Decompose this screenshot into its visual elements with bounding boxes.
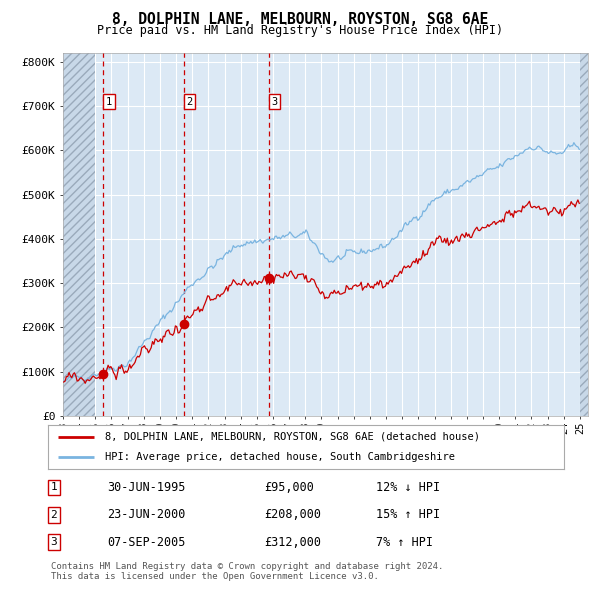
HPI: Average price, detached house, South Cambridgeshire: (1.99e+03, 7.84e+04): Average price, detached house, South Cam… xyxy=(60,378,67,385)
8, DOLPHIN LANE, MELBOURN, ROYSTON, SG8 6AE (detached house) xyxy=(574,196,581,204)
8, DOLPHIN LANE, MELBOURN, ROYSTON, SG8 6AE (detached house) xyxy=(82,380,89,387)
8, DOLPHIN LANE, MELBOURN, ROYSTON, SG8 6AE (detached house) xyxy=(77,374,85,381)
Text: 12% ↓ HPI: 12% ↓ HPI xyxy=(376,481,440,494)
HPI: Average price, detached house, South Cambridgeshire: (2.02e+03, 5.81e+05): Average price, detached house, South Cam… xyxy=(505,155,512,162)
Text: £95,000: £95,000 xyxy=(265,481,314,494)
HPI: Average price, detached house, South Cambridgeshire: (1.99e+03, 8.86e+04): Average price, detached house, South Cam… xyxy=(77,373,85,381)
Text: 30-JUN-1995: 30-JUN-1995 xyxy=(107,481,186,494)
HPI: Average price, detached house, South Cambridgeshire: (2.02e+03, 6.18e+05): Average price, detached house, South Cam… xyxy=(570,139,577,146)
Text: 15% ↑ HPI: 15% ↑ HPI xyxy=(376,508,440,522)
Text: 23-JUN-2000: 23-JUN-2000 xyxy=(107,508,186,522)
Text: 1: 1 xyxy=(50,483,58,493)
Text: 3: 3 xyxy=(271,97,278,107)
HPI: Average price, detached house, South Cambridgeshire: (2.02e+03, 6.09e+05): Average price, detached house, South Cam… xyxy=(573,143,580,150)
Text: Contains HM Land Registry data © Crown copyright and database right 2024.
This d: Contains HM Land Registry data © Crown c… xyxy=(51,562,443,581)
8, DOLPHIN LANE, MELBOURN, ROYSTON, SG8 6AE (detached house) xyxy=(95,373,102,381)
Text: 07-SEP-2005: 07-SEP-2005 xyxy=(107,536,186,549)
HPI: Average price, detached house, South Cambridgeshire: (2.02e+03, 4.84e+05): Average price, detached house, South Cam… xyxy=(428,198,435,205)
Text: 8, DOLPHIN LANE, MELBOURN, ROYSTON, SG8 6AE (detached house): 8, DOLPHIN LANE, MELBOURN, ROYSTON, SG8 … xyxy=(105,432,480,442)
Bar xyxy=(580,53,596,416)
HPI: Average price, detached house, South Cambridgeshire: (2e+03, 9.15e+04): Average price, detached house, South Cam… xyxy=(94,372,101,379)
Text: 2: 2 xyxy=(187,97,193,107)
Bar xyxy=(63,53,95,416)
Text: 3: 3 xyxy=(50,537,58,547)
Text: 8, DOLPHIN LANE, MELBOURN, ROYSTON, SG8 6AE: 8, DOLPHIN LANE, MELBOURN, ROYSTON, SG8 … xyxy=(112,12,488,27)
Text: £208,000: £208,000 xyxy=(265,508,322,522)
Line: 8, DOLPHIN LANE, MELBOURN, ROYSTON, SG8 6AE (detached house): 8, DOLPHIN LANE, MELBOURN, ROYSTON, SG8 … xyxy=(64,200,579,384)
8, DOLPHIN LANE, MELBOURN, ROYSTON, SG8 6AE (detached house) xyxy=(429,238,436,245)
Text: 1: 1 xyxy=(106,97,112,107)
Text: Price paid vs. HM Land Registry's House Price Index (HPI): Price paid vs. HM Land Registry's House … xyxy=(97,24,503,37)
HPI: Average price, detached house, South Cambridgeshire: (2.01e+03, 3.48e+05): Average price, detached house, South Cam… xyxy=(325,258,332,266)
Text: £312,000: £312,000 xyxy=(265,536,322,549)
8, DOLPHIN LANE, MELBOURN, ROYSTON, SG8 6AE (detached house) xyxy=(60,378,67,385)
Text: HPI: Average price, detached house, South Cambridgeshire: HPI: Average price, detached house, Sout… xyxy=(105,452,455,462)
Line: HPI: Average price, detached house, South Cambridgeshire: HPI: Average price, detached house, Sout… xyxy=(64,143,579,381)
HPI: Average price, detached house, South Cambridgeshire: (2.02e+03, 6.02e+05): Average price, detached house, South Cam… xyxy=(575,146,583,153)
Text: 2: 2 xyxy=(50,510,58,520)
8, DOLPHIN LANE, MELBOURN, ROYSTON, SG8 6AE (detached house) xyxy=(573,199,580,206)
8, DOLPHIN LANE, MELBOURN, ROYSTON, SG8 6AE (detached house) xyxy=(326,290,334,297)
8, DOLPHIN LANE, MELBOURN, ROYSTON, SG8 6AE (detached house) xyxy=(575,200,583,207)
8, DOLPHIN LANE, MELBOURN, ROYSTON, SG8 6AE (detached house) xyxy=(506,207,513,214)
Text: 7% ↑ HPI: 7% ↑ HPI xyxy=(376,536,433,549)
